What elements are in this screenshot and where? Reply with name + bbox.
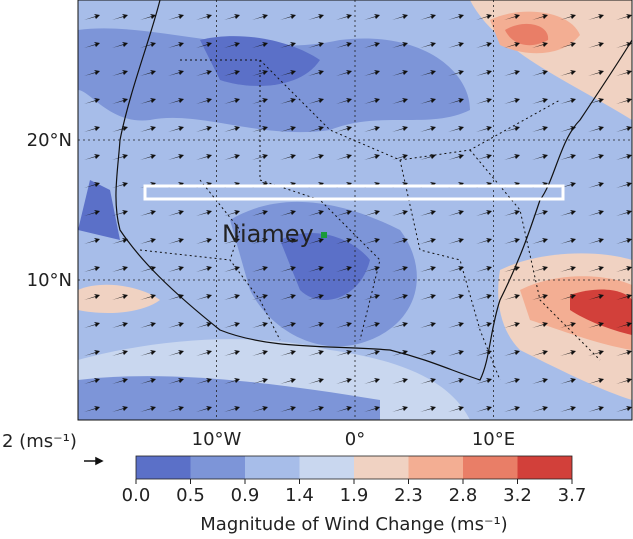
colorbar-bin xyxy=(463,456,518,479)
colorbar-bin xyxy=(136,456,191,479)
city-label: Niamey xyxy=(222,220,314,248)
colorbar-bin xyxy=(299,456,354,479)
reference-vector xyxy=(84,456,104,466)
colorbar-tick-label: 3.2 xyxy=(503,485,532,506)
colorbar-bin xyxy=(517,456,572,479)
colorbar-bin xyxy=(245,456,300,479)
graticule: 10°W 0° 10°E 10°N 20°N xyxy=(27,0,632,450)
colorbar-bin xyxy=(354,456,409,479)
y-tick-label: 10°N xyxy=(27,270,72,291)
city-marker xyxy=(321,232,327,238)
colorbar-bin xyxy=(408,456,463,479)
colorbar-tick-label: 3.7 xyxy=(558,485,587,506)
colorbar-tick-label: 1.9 xyxy=(340,485,369,506)
colorbar-label: Magnitude of Wind Change (ms⁻¹) xyxy=(200,514,507,535)
colorbar-tick-label: 2.8 xyxy=(449,485,478,506)
colorbar: 0.0 0.5 0.9 1.4 1.9 2.3 2.8 3.2 3.7 xyxy=(122,455,587,506)
colorbar-bin xyxy=(190,456,245,479)
x-tick-label: 10°E xyxy=(472,429,515,450)
colorbar-tick-label: 0.5 xyxy=(176,485,205,506)
colorbar-tick-label: 1.4 xyxy=(285,485,314,506)
colorbar-tick-label: 0.9 xyxy=(231,485,260,506)
colorbar-tick-label: 0.0 xyxy=(122,485,151,506)
x-tick-label: 0° xyxy=(345,429,365,450)
y-tick-label: 20°N xyxy=(27,130,72,151)
reference-vector-label: 2 (ms⁻¹) xyxy=(2,431,77,452)
x-tick-label: 10°W xyxy=(192,429,242,450)
colorbar-tick-label: 2.3 xyxy=(394,485,423,506)
study-box xyxy=(143,184,565,201)
map-frame xyxy=(77,0,633,421)
